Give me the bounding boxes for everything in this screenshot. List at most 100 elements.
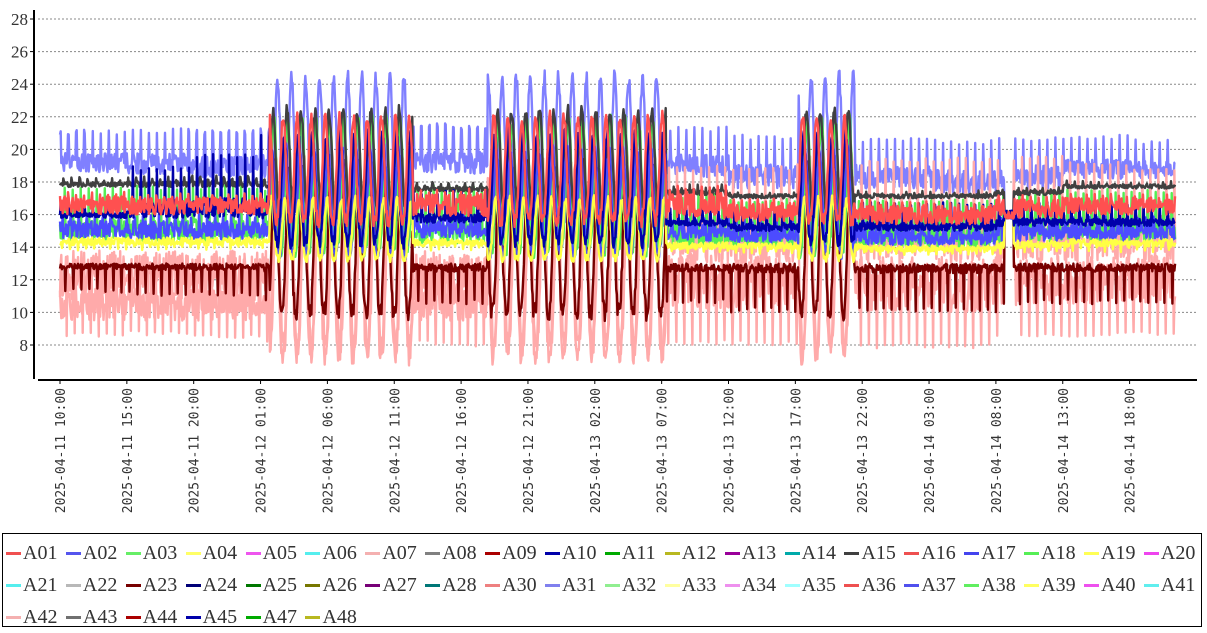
legend-swatch: [1024, 583, 1040, 587]
legend-item-a11[interactable]: A11: [602, 537, 662, 569]
legend-item-a19[interactable]: A19: [1081, 537, 1141, 569]
legend-label: A01: [23, 541, 58, 564]
legend-label: A02: [82, 541, 118, 564]
legend-label: A07: [382, 541, 417, 564]
legend-label: A13: [741, 541, 777, 564]
legend-label: A17: [981, 541, 1016, 564]
legend-item-a48[interactable]: A48: [302, 601, 362, 633]
legend-item-a22[interactable]: A22: [63, 569, 123, 601]
series-line-a07: [58, 147, 1177, 367]
legend-item-a01[interactable]: A01: [3, 537, 63, 569]
legend-label: A26: [322, 573, 357, 596]
legend-label: A23: [142, 573, 178, 596]
legend-item-a30[interactable]: A30: [482, 569, 542, 601]
legend-item-a14[interactable]: A14: [782, 537, 842, 569]
legend-item-a32[interactable]: A32: [602, 569, 662, 601]
legend: A01 A02 A03 A04 A05 A06 A07 A08 A09 A10 A11 A12 A13 A…: [2, 533, 1202, 628]
legend-item-a02[interactable]: A02: [63, 537, 123, 569]
legend-item-a12[interactable]: A12: [662, 537, 722, 569]
legend-label: A16: [921, 541, 956, 564]
legend-label: A08: [442, 541, 477, 564]
series-line-a01: [58, 109, 1177, 229]
legend-item-a16[interactable]: A16: [901, 537, 961, 569]
legend-swatch: [964, 551, 980, 555]
y-tick-label: 10: [11, 303, 28, 322]
legend-item-a33[interactable]: A33: [662, 569, 722, 601]
legend-item-a40[interactable]: A40: [1081, 569, 1141, 601]
legend-swatch: [844, 551, 860, 555]
legend-item-a34[interactable]: A34: [722, 569, 782, 601]
legend-swatch: [724, 583, 740, 587]
x-tick-label: 2025-04-12 16:00: [455, 388, 470, 513]
legend-item-a27[interactable]: A27: [362, 569, 422, 601]
legend-swatch: [305, 583, 321, 587]
legend-swatch: [604, 551, 620, 555]
legend-item-a08[interactable]: A08: [422, 537, 482, 569]
y-tick-label: 22: [11, 108, 28, 127]
x-tick-label: 2025-04-11 20:00: [188, 388, 203, 513]
legend-item-a47[interactable]: A47: [243, 601, 303, 633]
legend-item-a13[interactable]: A13: [722, 537, 782, 569]
legend-item-a04[interactable]: A04: [183, 537, 243, 569]
legend-swatch: [65, 551, 81, 555]
legend-swatch: [125, 615, 141, 619]
legend-item-a09[interactable]: A09: [482, 537, 542, 569]
legend-item-a23[interactable]: A23: [123, 569, 183, 601]
legend-item-a17[interactable]: A17: [961, 537, 1021, 569]
legend-label: A41: [1160, 573, 1196, 596]
legend-label: A34: [741, 573, 777, 596]
legend-item-a41[interactable]: A41: [1141, 569, 1201, 601]
legend-item-a20[interactable]: A20: [1141, 537, 1201, 569]
y-tick-label: 12: [11, 271, 28, 290]
x-tick-label: 2025-04-13 22:00: [856, 388, 871, 513]
legend-item-a10[interactable]: A10: [542, 537, 602, 569]
legend-label: A03: [142, 541, 178, 564]
legend-item-a03[interactable]: A03: [123, 537, 183, 569]
legend-item-a45[interactable]: A45: [183, 601, 243, 633]
x-tick-label: 2025-04-12 21:00: [522, 388, 537, 513]
legend-label: A36: [861, 573, 896, 596]
x-tick-label: 2025-04-14 03:00: [923, 388, 938, 513]
legend-item-a26[interactable]: A26: [302, 569, 362, 601]
legend-item-a05[interactable]: A05: [243, 537, 303, 569]
legend-item-a25[interactable]: A25: [243, 569, 303, 601]
legend-swatch: [305, 551, 321, 555]
legend-label: A43: [82, 605, 118, 628]
x-tick-label: 2025-04-12 01:00: [255, 388, 270, 513]
legend-item-a36[interactable]: A36: [841, 569, 901, 601]
x-tick-label: 2025-04-13 07:00: [656, 388, 671, 513]
legend-label: A44: [142, 605, 178, 628]
legend-item-a31[interactable]: A31: [542, 569, 602, 601]
legend-item-a38[interactable]: A38: [961, 569, 1021, 601]
legend-label: A47: [262, 605, 298, 628]
legend-item-a43[interactable]: A43: [63, 601, 123, 633]
y-tick-label: 28: [11, 10, 28, 29]
legend-item-a18[interactable]: A18: [1021, 537, 1081, 569]
legend-item-a42[interactable]: A42: [3, 601, 63, 633]
legend-swatch: [6, 551, 21, 555]
legend-item-a21[interactable]: A21: [3, 569, 63, 601]
y-tick-label: 14: [11, 238, 29, 257]
legend-label: A32: [621, 573, 657, 596]
series-lines: [58, 69, 1177, 367]
legend-item-a28[interactable]: A28: [422, 569, 482, 601]
legend-item-a15[interactable]: A15: [841, 537, 901, 569]
legend-swatch: [1143, 583, 1159, 587]
x-tick-label: 2025-04-12 06:00: [321, 388, 336, 513]
legend-item-a07[interactable]: A07: [362, 537, 422, 569]
legend-item-a39[interactable]: A39: [1021, 569, 1081, 601]
legend-item-a44[interactable]: A44: [123, 601, 183, 633]
legend-swatch: [485, 583, 501, 587]
legend-swatch: [245, 615, 261, 619]
legend-item-a24[interactable]: A24: [183, 569, 243, 601]
legend-swatch: [485, 551, 501, 555]
legend-swatch: [6, 583, 21, 587]
legend-item-a06[interactable]: A06: [302, 537, 362, 569]
legend-swatch: [425, 583, 441, 587]
legend-item-a35[interactable]: A35: [782, 569, 842, 601]
legend-label: A42: [23, 605, 58, 628]
legend-swatch: [844, 583, 860, 587]
legend-label: A19: [1101, 541, 1136, 564]
legend-item-a37[interactable]: A37: [901, 569, 961, 601]
legend-swatch: [1143, 551, 1159, 555]
